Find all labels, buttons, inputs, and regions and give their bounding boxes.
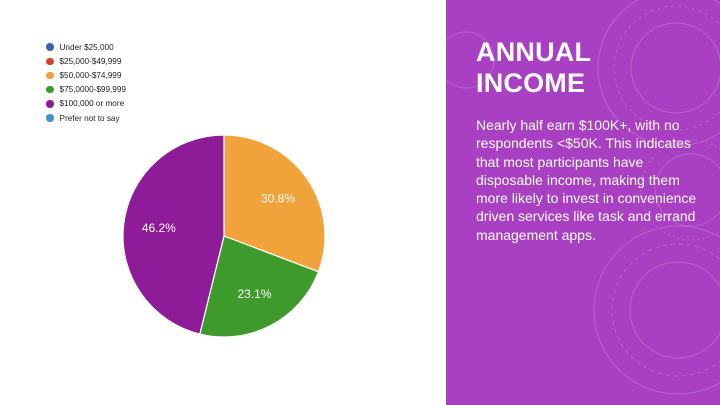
legend-label: $75,0000-$99,999 bbox=[59, 85, 126, 95]
title-line-2: INCOME bbox=[476, 68, 586, 98]
legend-swatch bbox=[46, 43, 54, 51]
slide-title: ANNUAL INCOME bbox=[476, 37, 591, 99]
legend-swatch bbox=[46, 57, 54, 66]
slice-label: 23.1% bbox=[237, 287, 271, 301]
legend-label: Under $25,000 bbox=[59, 42, 114, 52]
legend-label: $25,000-$49,999 bbox=[59, 56, 122, 66]
pie-slice bbox=[122, 134, 225, 335]
legend-label: $50,000-$74,999 bbox=[59, 70, 122, 80]
legend-label: Prefer not to say bbox=[59, 113, 120, 123]
chart-area: Under $25,000 $25,000-$49,999 $50,000-$74,… bbox=[46, 40, 326, 338]
pie-slice bbox=[223, 134, 326, 273]
pie-chart: 30.8% 23.1% 46.2% bbox=[122, 134, 326, 338]
slice-label: 46.2% bbox=[142, 221, 176, 235]
legend-item: Under $25,000 bbox=[46, 40, 126, 54]
decorative-circles bbox=[446, 0, 720, 395]
legend-label: $100,000 or more bbox=[59, 99, 125, 109]
legend-item: $25,000-$49,999 bbox=[46, 54, 126, 68]
legend-swatch bbox=[46, 85, 54, 94]
legend-swatch bbox=[46, 100, 54, 108]
legend-item: Prefer not to say bbox=[46, 111, 126, 125]
chart-legend: Under $25,000 $25,000-$49,999 $50,000-$74,… bbox=[46, 40, 126, 125]
legend-swatch bbox=[46, 114, 54, 122]
legend-item: $50,000-$74,999 bbox=[46, 68, 126, 82]
slice-label: 30.8% bbox=[261, 192, 295, 206]
slide-body: Nearly half earn $100K+, with no respond… bbox=[476, 117, 697, 243]
pie-slice bbox=[199, 235, 320, 338]
text-panel: ANNUAL INCOME Nearly half earn $100K+, w… bbox=[446, 0, 720, 405]
legend-item: $75,0000-$99,999 bbox=[46, 83, 126, 97]
title-line-1: ANNUAL bbox=[476, 37, 592, 67]
legend-item: $100,000 or more bbox=[46, 97, 126, 111]
legend-swatch bbox=[46, 71, 54, 80]
